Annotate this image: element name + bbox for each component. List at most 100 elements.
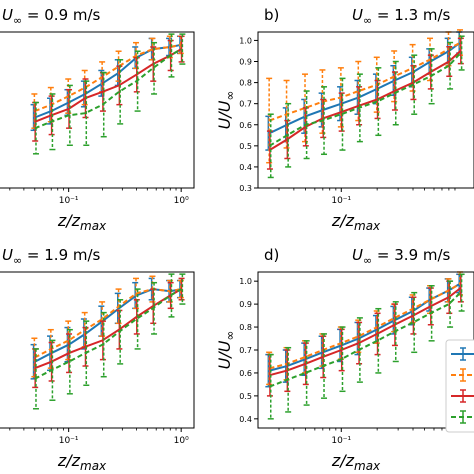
error-bar — [285, 102, 292, 168]
series-line — [34, 288, 182, 359]
y-tick-label: 0.8 — [239, 79, 252, 88]
x-tick-label: 10⁰ — [174, 196, 189, 206]
series-4 — [267, 273, 465, 420]
series-2 — [266, 271, 464, 386]
error-bar — [428, 48, 435, 105]
series-4 — [32, 33, 186, 155]
y-axis-label-sub: ∞ — [223, 91, 237, 101]
error-bar — [116, 309, 123, 350]
error-bar — [32, 348, 39, 410]
error-bar — [285, 346, 292, 413]
error-bar — [356, 73, 363, 143]
x-tick-label: 10⁻¹ — [59, 436, 79, 446]
error-bar — [115, 288, 122, 325]
series-3 — [266, 37, 464, 170]
series-line — [268, 50, 462, 151]
series-line — [269, 41, 461, 122]
x-tick-label: 10⁻¹ — [331, 436, 351, 446]
series-3 — [32, 277, 185, 389]
series-line — [34, 48, 182, 130]
error-bar — [302, 107, 309, 147]
error-bar — [48, 341, 55, 382]
error-bar — [133, 299, 140, 335]
error-bar — [151, 41, 158, 95]
y-axis-label-main: U/U — [215, 100, 234, 129]
error-bar — [82, 78, 89, 119]
title-subscript: ∞ — [363, 254, 372, 267]
error-bar — [320, 335, 327, 379]
error-bar — [458, 35, 465, 71]
error-bar — [320, 98, 327, 139]
error-bar — [303, 340, 310, 406]
x-axis-label-main: z/z — [331, 451, 355, 470]
series-1 — [30, 277, 183, 380]
x-axis-label-sub: max — [80, 459, 107, 473]
x-axis-label-main: z/z — [331, 211, 355, 230]
error-bar — [48, 95, 55, 136]
title-value: = 1.3 m/s — [372, 6, 450, 24]
error-bar — [66, 328, 73, 395]
x-axis-label-sub: max — [354, 219, 381, 233]
x-axis-label-main: z/z — [57, 211, 81, 230]
title-value: = 3.9 m/s — [372, 246, 450, 264]
y-axis-label: U/U∞ — [215, 331, 237, 370]
error-bar — [81, 69, 88, 106]
error-bar — [427, 54, 434, 90]
error-bar — [99, 301, 106, 337]
series-line — [34, 43, 182, 113]
y-tick-label: 0.5 — [239, 142, 252, 151]
series-2 — [266, 29, 464, 164]
axes-frame — [0, 31, 195, 189]
series-3 — [32, 35, 185, 142]
y-axis-label: U/U∞ — [215, 91, 237, 130]
error-bar — [117, 299, 124, 365]
error-bar — [132, 277, 139, 310]
error-bar — [32, 101, 39, 155]
panel-label: b) — [264, 6, 279, 24]
y-axis-label-main: U/U — [215, 340, 234, 369]
series-4 — [32, 273, 186, 410]
plot-area — [30, 273, 186, 410]
series-line — [34, 288, 182, 370]
error-bar — [338, 92, 345, 132]
error-bar — [410, 296, 417, 335]
y-tick-label: 0.9 — [239, 300, 252, 309]
y-tick-label: 0.4 — [239, 415, 252, 424]
y-tick-label: 1.0 — [239, 277, 252, 286]
y-tick-label: 0.9 — [239, 58, 252, 67]
x-axis-label: z/zmax — [57, 451, 107, 473]
series-line — [269, 282, 461, 370]
error-bar — [116, 65, 123, 106]
y-tick-label: 1.0 — [239, 36, 252, 45]
error-bar — [411, 291, 418, 354]
series-line — [34, 43, 182, 119]
error-bar — [168, 33, 175, 78]
error-bar — [267, 353, 274, 420]
title-symbol: U — [352, 246, 363, 264]
error-bar — [457, 37, 464, 65]
panel-2: 10⁻¹0.30.40.50.60.70.80.91.0b) U∞ = 1.3 m… — [215, 6, 474, 233]
error-bar — [178, 35, 185, 63]
panel-1: 10⁻¹ 10⁰ U∞ = 0.9 m/s z/zmax — [0, 6, 195, 233]
error-bar — [427, 287, 434, 326]
error-bar — [100, 311, 107, 378]
error-bar — [167, 281, 174, 310]
error-bar — [83, 320, 90, 387]
x-tick-label: 10⁻¹ — [331, 196, 351, 206]
series-1 — [265, 31, 463, 151]
error-bar — [337, 67, 344, 128]
error-bar — [150, 288, 157, 325]
error-bar — [356, 321, 363, 365]
legend-handle-2 — [451, 368, 474, 382]
error-bar — [117, 59, 124, 125]
error-bar — [179, 33, 186, 65]
error-bar — [266, 77, 273, 164]
x-axis-label: z/zmax — [331, 451, 381, 473]
error-bar — [356, 86, 363, 126]
error-bar — [411, 54, 418, 115]
legend-box — [445, 339, 474, 433]
y-tick-label: 0.7 — [239, 346, 252, 355]
axes-frame — [257, 31, 474, 189]
error-bar — [392, 301, 399, 363]
series-line — [34, 288, 182, 380]
